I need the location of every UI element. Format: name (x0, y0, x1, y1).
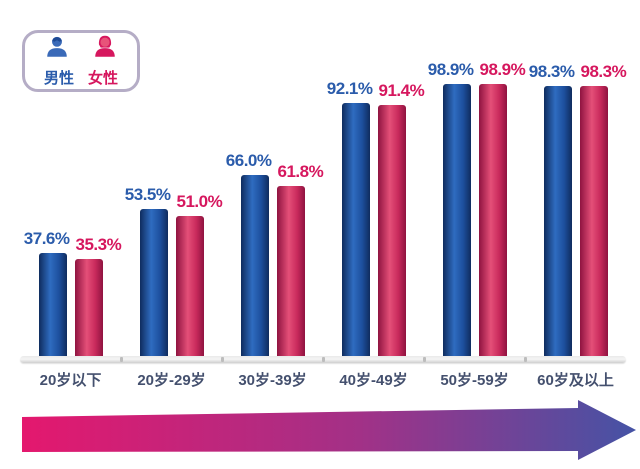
bar-group: 37.6% 35.3% (20, 52, 122, 356)
x-axis-label: 20岁以下 (39, 372, 102, 389)
legend-label-male: 男性 (43, 70, 74, 87)
bar-female (74, 258, 103, 356)
value-label-female: 98.9% (479, 60, 526, 80)
bar-male (139, 208, 168, 356)
axis-tick (220, 357, 224, 362)
axis-tick (119, 357, 123, 362)
bar-male (341, 102, 370, 356)
x-axis-line (20, 356, 626, 363)
legend-labels: 男性 女性 (44, 67, 118, 88)
value-label-male: 37.6% (23, 228, 70, 248)
value-label-female: 51.0% (176, 191, 223, 211)
value-label-male: 66.0% (225, 150, 272, 170)
bar-female (175, 215, 204, 356)
x-axis-label: 40岁-49岁 (339, 372, 408, 389)
bar-female (579, 85, 608, 356)
value-label-male: 98.9% (427, 60, 474, 80)
legend-label-female: 女性 (88, 70, 119, 87)
value-label-female: 91.4% (378, 80, 425, 100)
bar-group: 98.3% 98.3% (525, 52, 627, 356)
axis-tick (524, 357, 527, 362)
bar-group: 53.5% 51.0% (121, 52, 223, 356)
bar-female (276, 186, 305, 356)
x-axis-label: 20岁-29岁 (137, 372, 206, 389)
x-axis-label: 30岁-39岁 (238, 372, 307, 389)
bar-male (442, 84, 471, 356)
male-person-icon (44, 34, 70, 65)
bar-male (543, 85, 572, 356)
value-label-female: 98.3% (580, 61, 627, 81)
x-axis-label: 50岁-59岁 (440, 372, 509, 389)
axis-tick (322, 357, 325, 362)
bar-group: 92.1% 91.4% (323, 52, 425, 356)
value-label-male: 92.1% (326, 78, 373, 98)
bar-female (478, 84, 507, 356)
bar-male (38, 252, 67, 356)
value-label-female: 61.8% (277, 162, 324, 182)
female-person-icon (92, 34, 118, 65)
value-label-male: 98.3% (528, 61, 575, 81)
x-axis-label: 60岁及以上 (537, 372, 614, 389)
bar-chart: 37.6% 35.3% 53.5% 51.0% 66.0% 61.8% 92.1% 91.4%… (20, 52, 627, 390)
bar-group: 98.9% 98.9% (424, 52, 526, 356)
trend-arrow: 36.6%52.2%64.1%91.8%98.9%98.3% (0, 398, 640, 464)
plot-area: 37.6% 35.3% 53.5% 51.0% 66.0% 61.8% 92.1% 91.4%… (20, 52, 627, 356)
value-label-female: 35.3% (75, 234, 122, 254)
arrow-right-icon (22, 400, 636, 460)
bar-male (240, 174, 269, 356)
bar-group: 66.0% 61.8% (222, 52, 324, 356)
bar-female (377, 104, 406, 356)
legend-box: 男性 女性 (22, 30, 140, 92)
x-axis-labels: 20岁以下 20岁-29岁 30岁-39岁 40岁-49岁 50岁-59岁 60岁及以上 (20, 369, 626, 390)
axis-tick (422, 357, 426, 362)
value-label-male: 53.5% (124, 184, 171, 204)
legend-icons (44, 34, 118, 65)
